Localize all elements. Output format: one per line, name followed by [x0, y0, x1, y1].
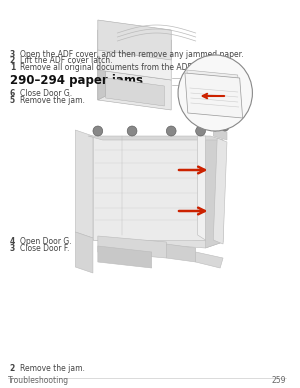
- Text: 259: 259: [271, 376, 286, 385]
- Text: Open the ADF cover, and then remove any jammed paper.: Open the ADF cover, and then remove any …: [20, 50, 243, 59]
- Polygon shape: [187, 70, 241, 113]
- Text: Remove the jam.: Remove the jam.: [20, 364, 84, 373]
- Circle shape: [93, 126, 103, 136]
- Polygon shape: [88, 136, 223, 140]
- Text: Remove all original documents from the ADF.: Remove all original documents from the A…: [20, 63, 193, 72]
- Text: Lift the ADF cover latch.: Lift the ADF cover latch.: [20, 56, 112, 65]
- Polygon shape: [196, 252, 223, 268]
- Polygon shape: [166, 244, 196, 262]
- Text: 2: 2: [10, 364, 15, 373]
- Polygon shape: [75, 130, 93, 238]
- Polygon shape: [98, 236, 166, 258]
- Polygon shape: [98, 46, 106, 100]
- Circle shape: [221, 123, 229, 131]
- Text: Remove the jam.: Remove the jam.: [20, 96, 84, 105]
- Text: Close Door F.: Close Door F.: [20, 244, 69, 253]
- Polygon shape: [98, 20, 171, 60]
- Text: Troubleshooting: Troubleshooting: [8, 376, 69, 385]
- Text: Open Door G.: Open Door G.: [20, 237, 71, 246]
- Polygon shape: [98, 70, 171, 110]
- Text: 290–294 paper jams: 290–294 paper jams: [10, 74, 143, 88]
- Text: 5: 5: [10, 96, 15, 105]
- Text: 6: 6: [10, 89, 15, 98]
- Circle shape: [196, 126, 206, 136]
- Text: 1: 1: [10, 63, 15, 72]
- Polygon shape: [213, 138, 227, 244]
- Polygon shape: [98, 246, 152, 268]
- Polygon shape: [213, 128, 227, 140]
- Polygon shape: [185, 73, 243, 118]
- Circle shape: [178, 55, 252, 131]
- Polygon shape: [75, 232, 93, 273]
- Polygon shape: [106, 78, 164, 106]
- Polygon shape: [206, 136, 223, 248]
- Polygon shape: [198, 136, 206, 240]
- Polygon shape: [93, 136, 206, 240]
- Text: 2: 2: [10, 56, 15, 65]
- Polygon shape: [98, 30, 171, 80]
- Circle shape: [166, 126, 176, 136]
- Text: Close Door G.: Close Door G.: [20, 89, 72, 98]
- Text: 3: 3: [10, 50, 15, 59]
- Text: 4: 4: [10, 237, 15, 246]
- Text: 3: 3: [10, 244, 15, 253]
- Polygon shape: [93, 234, 223, 248]
- Circle shape: [211, 123, 219, 131]
- Circle shape: [127, 126, 137, 136]
